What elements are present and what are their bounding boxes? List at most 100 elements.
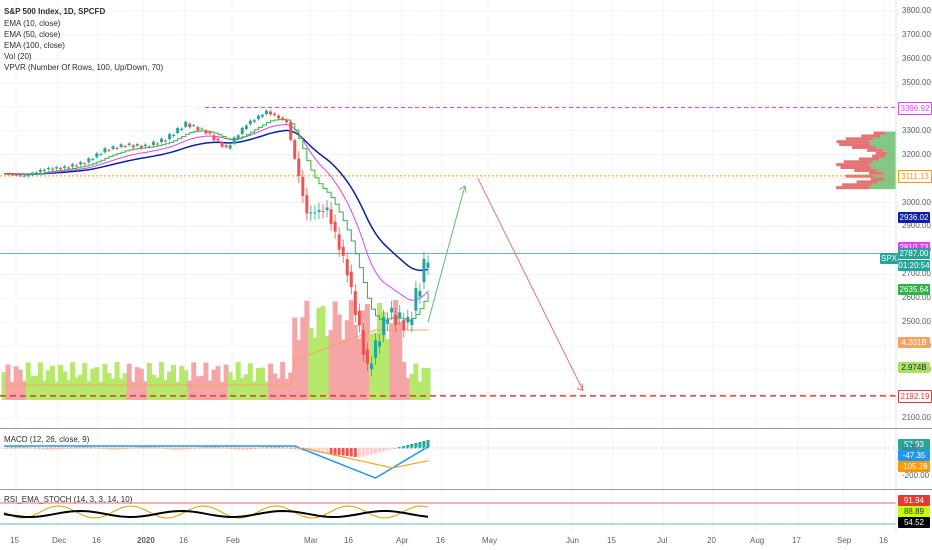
candle-body — [200, 128, 204, 130]
study-vpvr[interactable]: VPVR (Number Of Rows, 100, Up/Down, 70) — [4, 63, 164, 72]
vpvr-row-down — [861, 134, 881, 138]
vpvr-row-down — [845, 174, 874, 178]
volume-bar — [316, 307, 322, 400]
vpvr-row-up — [879, 157, 896, 161]
projection-up-head — [458, 185, 467, 193]
volume-bar — [320, 305, 326, 400]
price-tick: 3600.00 — [902, 53, 931, 63]
price-tag-vpvr_poc: 3111.13 — [898, 170, 932, 184]
projection-arrows[interactable] — [427, 178, 584, 391]
volume-bar — [146, 363, 152, 400]
macd-hist-bar — [244, 448, 248, 450]
volume-bar — [324, 335, 330, 400]
price-tag-ema10: 2635.64 — [898, 284, 930, 296]
macd-hist-bar — [333, 448, 337, 455]
candle-body — [244, 125, 248, 130]
candle-body — [22, 175, 26, 177]
study-ema100[interactable]: EMA (100, close) — [4, 41, 65, 50]
pane-separator-rsi[interactable] — [0, 489, 932, 490]
macd-hist-bar — [232, 448, 236, 450]
price-tick: 2900.00 — [902, 221, 931, 231]
candle-body — [147, 146, 151, 148]
candle-body — [168, 134, 172, 140]
macd-tick: -200.00 — [902, 471, 930, 480]
candle-body — [357, 310, 361, 326]
vpvr-row-up — [884, 177, 896, 181]
candle-body — [269, 111, 273, 115]
vpvr-row-down — [836, 163, 870, 167]
macd-tag: -47.35 — [898, 449, 930, 461]
candle-body — [212, 135, 216, 141]
candle-body — [131, 145, 135, 148]
volume-bar — [255, 368, 261, 400]
volume-bar — [102, 363, 108, 400]
vpvr-row-down — [836, 186, 869, 190]
candle-body — [196, 127, 200, 131]
macd-hist-bar — [374, 448, 378, 454]
price-tag-resistance: 3396.92 — [898, 102, 932, 115]
candle-body — [127, 143, 131, 146]
volume-bar — [352, 324, 358, 400]
volume-bar — [235, 362, 241, 400]
study-ema50[interactable]: EMA (50, close) — [4, 30, 61, 39]
candle-body — [386, 319, 390, 324]
volume-bar — [409, 373, 415, 400]
price-tick: 2100.00 — [902, 413, 931, 422]
price-tick: 3200.00 — [902, 149, 931, 159]
price-tag-countdown: 01:20:54 — [898, 260, 930, 272]
pane-separator-macd[interactable] — [0, 428, 932, 429]
macd-hist-bar — [115, 448, 119, 450]
candle-body — [240, 127, 244, 135]
macd-hist-bar — [123, 448, 127, 450]
macd-hist-bar — [406, 445, 410, 449]
macd-hist-bar — [422, 441, 426, 449]
macd-tick: 0.00 — [902, 443, 918, 452]
candle-body — [188, 123, 192, 128]
price-tick: 3300.00 — [902, 125, 931, 135]
candle-body — [67, 167, 71, 169]
volume-bar — [373, 332, 379, 400]
macd-hist-bar — [337, 448, 341, 455]
price-tick: 3700.00 — [902, 29, 931, 39]
volume-bar — [284, 379, 290, 400]
candle-body — [99, 153, 103, 155]
candle-body — [293, 140, 297, 159]
volume-ma-line — [4, 329, 428, 386]
macd-hist-bar — [46, 448, 50, 450]
candle-body — [414, 287, 418, 311]
candle-body — [204, 130, 208, 134]
macd-hist-bar — [361, 448, 365, 457]
volume-bar — [276, 378, 282, 400]
study-volume[interactable]: Vol (20) — [4, 52, 32, 61]
study-ema10[interactable]: EMA (10, close) — [4, 19, 61, 28]
volume-bar — [29, 375, 35, 400]
volume-bar — [21, 380, 27, 400]
candles — [6, 109, 430, 377]
volume-bar — [171, 364, 177, 400]
vpvr-row-down — [845, 137, 874, 141]
candle-body — [394, 314, 398, 325]
volume-bar — [425, 368, 431, 400]
volume-bar — [154, 377, 160, 400]
candle-body — [192, 125, 196, 127]
rsi-label[interactable]: RSI_EMA_STOCH (14, 3, 3, 14, 10) — [4, 495, 133, 504]
candle-body — [228, 145, 232, 149]
vpvr-row-up — [883, 171, 896, 175]
macd-label[interactable]: MACD (12, 26, close, 9) — [4, 435, 90, 444]
price-tag-target: 2192.19 — [898, 390, 932, 404]
volume-bar — [179, 365, 185, 400]
vpvr-row-down — [843, 160, 873, 164]
vpvr-row-up — [873, 137, 896, 141]
candle-body — [34, 172, 38, 174]
volume-bar — [86, 381, 92, 400]
volume-bar — [405, 378, 411, 400]
volume-bar — [259, 367, 265, 400]
volume-bar — [41, 380, 47, 400]
volume-bar — [130, 381, 136, 400]
vpvr-row-up — [886, 151, 896, 155]
candle-body — [18, 175, 22, 177]
vpvr-row-up — [876, 145, 896, 149]
macd-tag: -105.28 — [898, 460, 930, 472]
candle-body — [341, 246, 345, 256]
